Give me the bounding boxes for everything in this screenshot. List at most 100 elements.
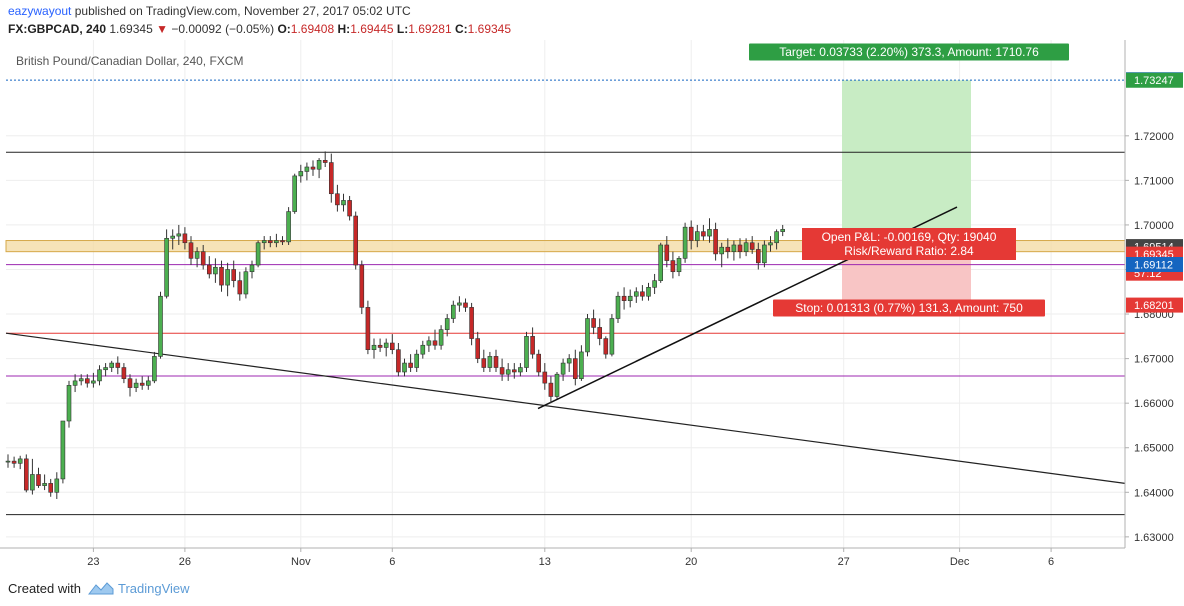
candle-body xyxy=(719,246,725,255)
candle-body xyxy=(414,353,420,368)
low-label: L: xyxy=(396,22,409,36)
candle-body xyxy=(396,349,401,373)
candle-body xyxy=(475,338,481,359)
target-label: Target: 0.03733 (2.20%) 373.3, Amount: 1… xyxy=(749,43,1069,61)
candle-body xyxy=(524,336,529,368)
candle-body xyxy=(341,200,346,206)
chart-title: British Pound/Canadian Dollar, 240, FXCM xyxy=(16,54,243,68)
created-with-text: Created with xyxy=(8,581,81,596)
candle-body xyxy=(438,329,444,346)
price-tick-label: 1.70000 xyxy=(1134,220,1174,232)
candle-body xyxy=(17,458,23,464)
candle-body xyxy=(694,231,700,241)
candle-body xyxy=(402,362,407,373)
candle-body xyxy=(23,458,29,491)
candle-body xyxy=(664,244,670,261)
candle-body xyxy=(267,240,273,244)
symbol-label[interactable]: FX:GBPCAD, 240 xyxy=(8,22,107,36)
price-tick-label: 1.65000 xyxy=(1134,443,1174,455)
candle-body xyxy=(48,483,54,493)
time-tick-label: 13 xyxy=(539,556,551,568)
candle-body xyxy=(389,342,395,351)
candle-body xyxy=(755,249,761,264)
candle-body xyxy=(164,237,169,297)
price-tick-label: 1.64000 xyxy=(1134,487,1174,499)
price-label-text: 1.68201 xyxy=(1134,300,1174,312)
candle-body xyxy=(640,291,645,297)
candle-body xyxy=(725,246,731,252)
candle-body xyxy=(457,302,462,306)
candle-body xyxy=(682,226,688,259)
price-label-box xyxy=(1126,72,1183,88)
price-label-box xyxy=(1126,297,1183,313)
candle-body xyxy=(536,353,542,373)
candle-body xyxy=(219,266,224,286)
candle-body xyxy=(426,340,432,346)
candle-body xyxy=(60,420,66,480)
descending-trend-line xyxy=(5,332,1126,484)
candle-body xyxy=(487,356,493,368)
publish-line: eazywayout published on TradingView.com,… xyxy=(8,4,411,18)
candle-body xyxy=(768,242,773,246)
candle-body xyxy=(5,460,11,463)
price-axis[interactable]: 1.720001.710001.700001.690001.680001.670… xyxy=(1124,40,1184,570)
time-axis[interactable]: 23 26 Nov 6 13 20 27 Dec 6 xyxy=(0,547,1125,568)
candle-body xyxy=(670,260,676,273)
price-label-text: 1.73247 xyxy=(1134,75,1174,87)
author-link[interactable]: eazywayout xyxy=(8,4,72,18)
pnl-label-box xyxy=(802,228,1016,260)
candle-body xyxy=(646,287,651,297)
candle-body xyxy=(255,242,261,266)
candle-body xyxy=(158,295,163,357)
low-value: 1.69281 xyxy=(408,22,452,36)
candle-body xyxy=(310,166,316,170)
candle-body xyxy=(530,336,535,355)
candle-body xyxy=(152,356,157,382)
candle-body xyxy=(91,380,96,384)
candle-body xyxy=(97,369,102,382)
risk-reward-text: Risk/Reward Ratio: 2.84 xyxy=(844,244,974,258)
candle-body xyxy=(207,264,212,275)
candle-body xyxy=(737,244,743,252)
candle-body xyxy=(420,344,426,355)
candle-body xyxy=(109,362,114,368)
candle-body xyxy=(103,367,108,371)
candle-body xyxy=(225,269,230,286)
candle-body xyxy=(146,380,151,386)
position-labels: Target: 0.03733 (2.20%) 373.3, Amount: 1… xyxy=(749,43,1069,317)
tradingview-brand-link[interactable]: TradingView xyxy=(118,581,190,596)
candle-body xyxy=(701,231,706,237)
price-change: −0.00092 (−0.05%) xyxy=(171,22,275,36)
tradingview-logo-icon xyxy=(88,582,114,595)
candle-body xyxy=(566,358,572,364)
symbol-line: FX:GBPCAD, 240 1.69345 ▼ −0.00092 (−0.05… xyxy=(8,22,511,36)
candle-body xyxy=(85,378,90,384)
candle-body xyxy=(621,295,627,301)
price-label-box xyxy=(1126,257,1183,273)
chart-header: eazywayout published on TradingView.com,… xyxy=(0,0,1184,40)
pnl-label-text: Open P&L: -0.00169, Qty: 19040 xyxy=(822,230,997,244)
target-label-text: Target: 0.03733 (2.20%) 373.3, Amount: 1… xyxy=(779,45,1039,59)
candle-body xyxy=(170,235,175,239)
candle-body xyxy=(213,266,218,275)
candle-body xyxy=(609,318,615,355)
candle-body xyxy=(249,264,255,273)
horizontal-lines xyxy=(6,79,1125,516)
price-tick-label: 1.71000 xyxy=(1134,175,1174,187)
time-tick-label: 6 xyxy=(1048,556,1054,568)
pnl-label: Open P&L: -0.00169, Qty: 19040Risk/Rewar… xyxy=(802,228,1016,260)
candle-body xyxy=(42,483,47,486)
candle-body xyxy=(548,382,554,397)
candle-body xyxy=(115,362,121,368)
target-label-box xyxy=(749,43,1069,61)
candle-body xyxy=(182,233,188,244)
candle-body xyxy=(762,244,767,264)
candle-body xyxy=(200,251,206,266)
candle-body xyxy=(359,264,365,308)
candle-body xyxy=(72,380,78,386)
candle-body xyxy=(652,280,657,288)
price-chart[interactable]: Target: 0.03733 (2.20%) 373.3, Amount: 1… xyxy=(0,40,1184,570)
candle-body xyxy=(463,302,468,308)
candle-body xyxy=(377,344,383,348)
stop-label-text: Stop: 0.01313 (0.77%) 131.3, Amount: 750 xyxy=(795,301,1023,315)
